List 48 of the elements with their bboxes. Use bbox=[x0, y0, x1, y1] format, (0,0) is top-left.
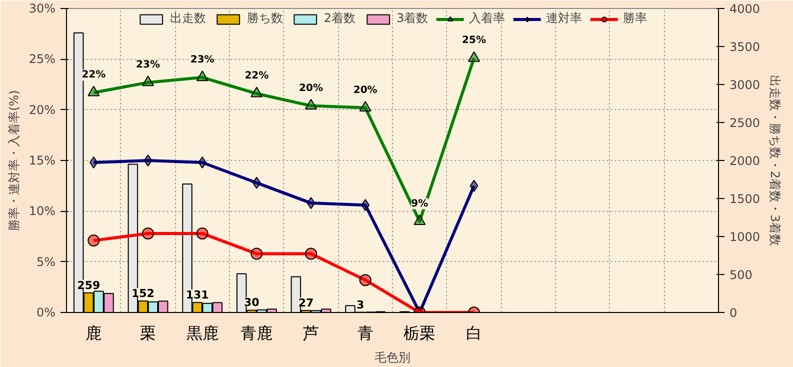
data-label: 131 bbox=[186, 288, 209, 302]
data-label: 20% bbox=[353, 84, 378, 96]
data-label: 22% bbox=[82, 70, 106, 81]
y2-tick-label: 2500 bbox=[730, 116, 760, 130]
y2-tick-label: 3500 bbox=[730, 40, 760, 54]
y2-axis-title: 出走数・勝ち数・2着数・3着数 bbox=[768, 74, 782, 246]
legend-label: 勝ち数 bbox=[246, 10, 283, 27]
data-label: 25% bbox=[462, 35, 486, 46]
data-label: 20% bbox=[299, 82, 323, 94]
y-tick-label: 25% bbox=[28, 52, 56, 66]
legend-label: 2着数 bbox=[324, 10, 356, 27]
y2-tick-label: 0 bbox=[730, 306, 738, 320]
data-label: 23% bbox=[136, 59, 160, 70]
y2-tick-label: 1000 bbox=[730, 230, 760, 244]
data-label: 22% bbox=[244, 70, 269, 82]
y-tick-label: 30% bbox=[28, 2, 56, 16]
y-tick-label: 0% bbox=[36, 306, 56, 320]
y2-tick-label: 2000 bbox=[730, 154, 760, 168]
x-tick-label: 青 bbox=[357, 324, 374, 342]
x-tick-label: 栃栗 bbox=[404, 324, 436, 342]
x-tick-label: 栗 bbox=[140, 324, 156, 342]
y2-tick-label: 1500 bbox=[730, 192, 760, 206]
data-label: 23% bbox=[190, 54, 214, 66]
legend-label: 入着率 bbox=[469, 10, 506, 27]
y2-tick-label: 500 bbox=[730, 268, 752, 282]
legend-label: 連対率 bbox=[546, 10, 582, 27]
y-tick-label: 5% bbox=[36, 254, 56, 269]
data-label: 30 bbox=[244, 296, 260, 310]
data-label: 259 bbox=[77, 278, 100, 292]
legend-label: 3着数 bbox=[396, 10, 428, 27]
y2-tick-label: 3000 bbox=[730, 78, 760, 92]
y-tick-label: 20% bbox=[28, 102, 56, 117]
x-tick-label: 芦 bbox=[303, 324, 319, 342]
legend-label: 出走数 bbox=[170, 10, 206, 27]
x-tick-label: 黒鹿 bbox=[186, 324, 218, 342]
y2-tick-label: 4000 bbox=[730, 2, 760, 16]
data-label: 152 bbox=[131, 286, 154, 300]
y-axis-title: 勝率・連対率・入着率(%) bbox=[6, 90, 21, 231]
x-tick-label: 鹿 bbox=[86, 324, 102, 342]
data-label: 3 bbox=[356, 298, 364, 312]
data-label: 27 bbox=[298, 296, 314, 310]
x-axis-title: 毛色別 bbox=[374, 350, 410, 364]
legend-label: 勝率 bbox=[623, 10, 648, 27]
x-tick-label: 白 bbox=[466, 324, 482, 342]
y-tick-label: 10% bbox=[28, 204, 56, 218]
y-tick-label: 15% bbox=[28, 154, 56, 168]
x-tick-label: 青鹿 bbox=[240, 324, 273, 342]
data-label: 9% bbox=[411, 198, 428, 210]
